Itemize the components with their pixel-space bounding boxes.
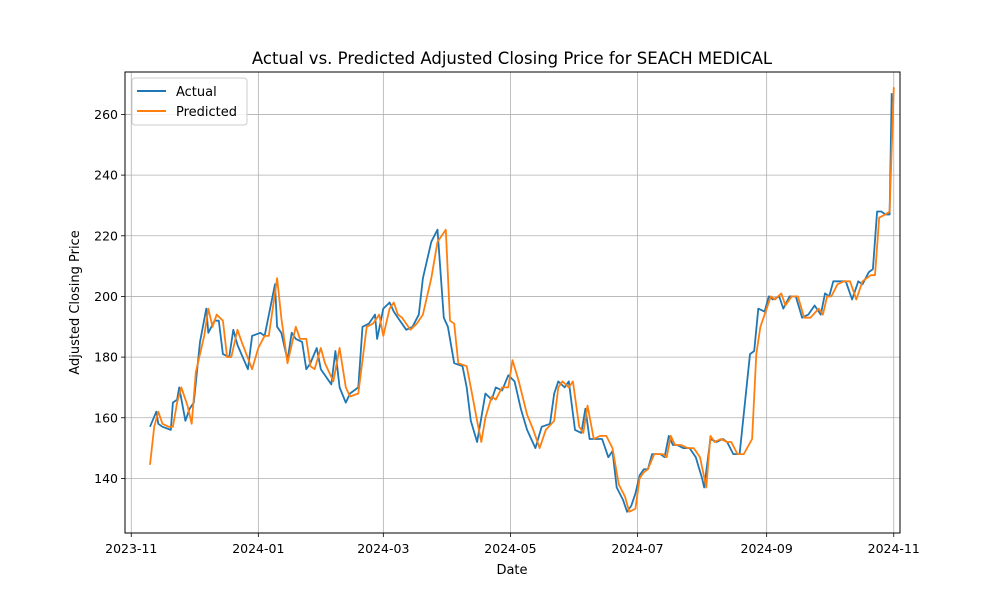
y-tick-label: 240 [94, 168, 118, 183]
plot-frame [124, 71, 901, 534]
legend-label-predicted: Predicted [176, 105, 237, 120]
series-line-actual [149, 93, 893, 513]
y-tick-label: 180 [94, 350, 118, 365]
series-lines [149, 87, 895, 513]
legend-label-actual: Actual [176, 85, 217, 100]
x-tick-label: 2024-03 [357, 541, 409, 556]
x-tick-label: 2024-07 [611, 541, 663, 556]
y-tick-label: 220 [94, 228, 118, 243]
y-tick-label: 160 [94, 410, 118, 425]
x-tick-label: 2024-11 [868, 541, 920, 556]
y-axis-label: Adjusted Closing Price [68, 230, 83, 374]
x-axis-label: Date [496, 563, 527, 578]
y-tick-label: 200 [94, 289, 118, 304]
y-tick-label: 140 [94, 471, 118, 486]
legend-box [131, 77, 248, 126]
chart-title: Actual vs. Predicted Adjusted Closing Pr… [252, 49, 773, 68]
x-tick-label: 2024-05 [484, 541, 536, 556]
legend: Actual Predicted [131, 77, 248, 126]
axis-ticks: 2023-11 2024-01 2024-03 2024-05 2024-07 2024-… [94, 107, 920, 556]
y-tick-label: 260 [94, 107, 118, 122]
x-tick-label: 2023-11 [105, 541, 157, 556]
x-tick-label: 2024-09 [741, 541, 793, 556]
x-tick-label: 2024-01 [232, 541, 284, 556]
series-line-predicted [149, 87, 895, 513]
